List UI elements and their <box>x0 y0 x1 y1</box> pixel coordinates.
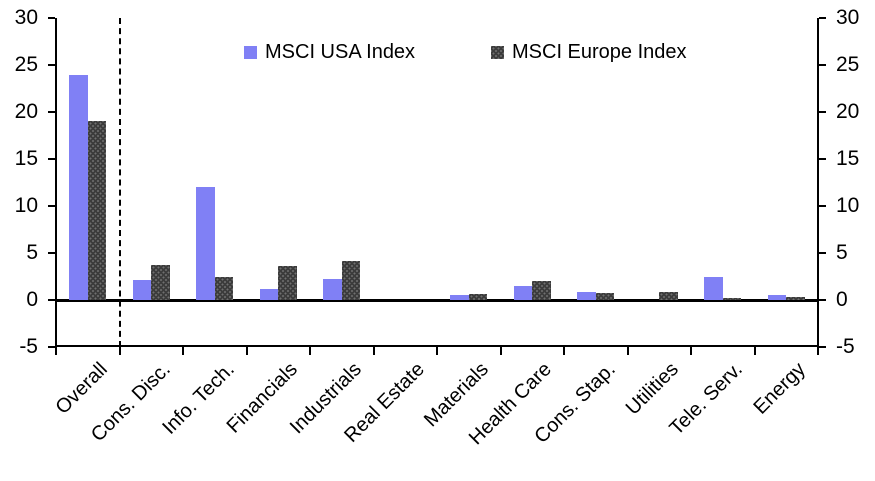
bar-msci-europe-index-industrials <box>341 260 361 300</box>
x-axis-boundary-tick-8 <box>563 347 565 355</box>
bar-msci-usa-index-tele-serv <box>704 276 723 300</box>
bar-msci-usa-index-overall <box>69 75 88 300</box>
y-axis-label-right-15: 15 <box>836 147 860 170</box>
y-axis-right-tick-10 <box>818 205 826 207</box>
y-axis-left-tick-15 <box>47 158 55 160</box>
y-axis-left-tick-10 <box>47 205 55 207</box>
y-axis-label-right-25: 25 <box>836 53 860 76</box>
y-axis-label-right-30: 30 <box>836 6 860 29</box>
x-axis-boundary-tick-2 <box>182 347 184 355</box>
y-axis-label-right-20: 20 <box>836 100 860 123</box>
y-axis-right-tick-30 <box>818 17 826 19</box>
x-axis-bottom-line <box>54 345 819 347</box>
y-axis-left-tick-0 <box>47 299 55 301</box>
y-axis-right-tick--5 <box>818 346 826 348</box>
x-axis-boundary-tick-11 <box>753 347 756 355</box>
y-axis-right-tick-15 <box>818 158 826 160</box>
bar-msci-europe-index-financials <box>278 266 297 300</box>
y-axis-right-line <box>817 18 819 347</box>
bar-msci-usa-index-cons-disc <box>132 280 152 300</box>
y-axis-label-left-15: 15 <box>14 147 38 170</box>
y-axis-label-right--5: -5 <box>836 335 855 358</box>
y-axis-label-right-0: 0 <box>836 288 848 311</box>
legend-item-msci-usa: MSCI USA Index <box>244 42 415 62</box>
bar-msci-europe-index-utilities <box>659 292 678 300</box>
bar-msci-usa-index-cons-stap <box>577 291 596 300</box>
bar-msci-europe-index-overall <box>87 121 107 300</box>
y-axis-right-tick-0 <box>818 299 826 301</box>
y-axis-label-left--5: -5 <box>19 335 38 358</box>
x-axis-boundary-tick-10 <box>690 347 692 355</box>
y-axis-left-tick-5 <box>47 252 55 254</box>
usa-series-swatch <box>244 45 257 59</box>
x-axis-boundary-tick-1 <box>118 347 121 355</box>
y-axis-label-right-5: 5 <box>836 241 848 264</box>
y-axis-left-line <box>54 18 57 347</box>
usa-series-label: MSCI USA Index <box>265 41 416 63</box>
y-axis-left-tick-25 <box>47 64 55 66</box>
x-axis-boundary-tick-4 <box>309 347 311 355</box>
y-axis-right-tick-25 <box>818 64 826 66</box>
bar-msci-europe-index-cons-disc <box>151 265 170 300</box>
x-axis-boundary-tick-0 <box>55 347 57 355</box>
europe-series-label: MSCI Europe Index <box>512 41 687 63</box>
y-axis-label-left-30: 30 <box>14 6 38 29</box>
bar-msci-europe-index-info-tech <box>214 276 234 300</box>
x-axis-boundary-tick-5 <box>372 347 375 355</box>
y-axis-label-left-20: 20 <box>14 100 38 123</box>
europe-series-swatch <box>491 45 504 59</box>
bar-msci-europe-index-tele-serv <box>722 298 742 300</box>
x-axis-boundary-tick-7 <box>499 347 502 355</box>
bar-msci-usa-index-industrials <box>323 279 342 300</box>
y-axis-right-tick-5 <box>818 252 826 254</box>
bar-msci-europe-index-materials <box>468 294 488 300</box>
y-axis-label-left-0: 0 <box>26 288 38 311</box>
x-axis-boundary-tick-6 <box>436 347 438 355</box>
x-axis-boundary-tick-12 <box>817 347 819 355</box>
bar-msci-usa-index-health-care <box>513 285 533 300</box>
bar-msci-usa-index-financials <box>259 288 279 300</box>
overall-separator-dashed-line <box>118 18 121 347</box>
bar-msci-europe-index-cons-stap <box>595 293 615 300</box>
bar-msci-europe-index-energy <box>786 297 805 300</box>
y-axis-label-left-25: 25 <box>14 53 38 76</box>
y-axis-left-tick--5 <box>47 346 55 348</box>
bar-msci-europe-index-health-care <box>532 281 551 300</box>
x-axis-boundary-tick-3 <box>245 347 248 355</box>
bar-msci-usa-index-materials <box>450 295 469 300</box>
y-axis-label-left-5: 5 <box>26 241 38 264</box>
y-axis-right-tick-20 <box>818 111 826 113</box>
bar-msci-usa-index-energy <box>767 295 787 300</box>
y-axis-left-tick-30 <box>47 17 55 19</box>
y-axis-label-left-10: 10 <box>14 194 38 217</box>
bar-msci-usa-index-info-tech <box>196 187 215 300</box>
x-axis-boundary-tick-9 <box>626 347 629 355</box>
zero-baseline <box>54 298 819 302</box>
y-axis-left-tick-20 <box>47 111 55 113</box>
legend-item-msci-europe: MSCI Europe Index <box>491 42 687 62</box>
y-axis-label-right-10: 10 <box>836 194 860 217</box>
